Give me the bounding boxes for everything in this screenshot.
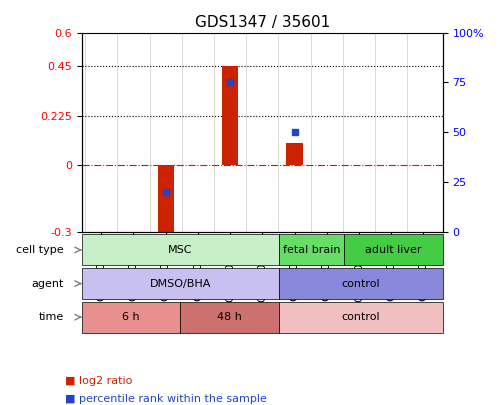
Text: adult liver: adult liver <box>365 245 422 255</box>
Text: cell type: cell type <box>16 245 64 255</box>
Text: control: control <box>341 312 380 322</box>
Text: 6 h: 6 h <box>122 312 140 322</box>
FancyBboxPatch shape <box>82 268 279 299</box>
Text: time: time <box>39 312 64 322</box>
Text: 48 h: 48 h <box>217 312 242 322</box>
Bar <box>158 165 174 243</box>
FancyBboxPatch shape <box>279 302 443 333</box>
FancyBboxPatch shape <box>279 234 344 265</box>
FancyBboxPatch shape <box>344 234 443 265</box>
FancyBboxPatch shape <box>82 234 279 265</box>
Text: fetal brain: fetal brain <box>283 245 340 255</box>
Text: ■ log2 ratio: ■ log2 ratio <box>65 376 132 386</box>
Text: DMSO/BHA: DMSO/BHA <box>150 279 211 289</box>
Text: ■ percentile rank within the sample: ■ percentile rank within the sample <box>65 394 267 404</box>
Text: MSC: MSC <box>168 245 193 255</box>
FancyBboxPatch shape <box>180 302 279 333</box>
Text: agent: agent <box>31 279 64 289</box>
Title: GDS1347 / 35601: GDS1347 / 35601 <box>195 15 330 30</box>
FancyBboxPatch shape <box>279 268 443 299</box>
Bar <box>286 143 302 165</box>
Text: control: control <box>341 279 380 289</box>
Bar <box>222 66 238 165</box>
FancyBboxPatch shape <box>82 302 180 333</box>
